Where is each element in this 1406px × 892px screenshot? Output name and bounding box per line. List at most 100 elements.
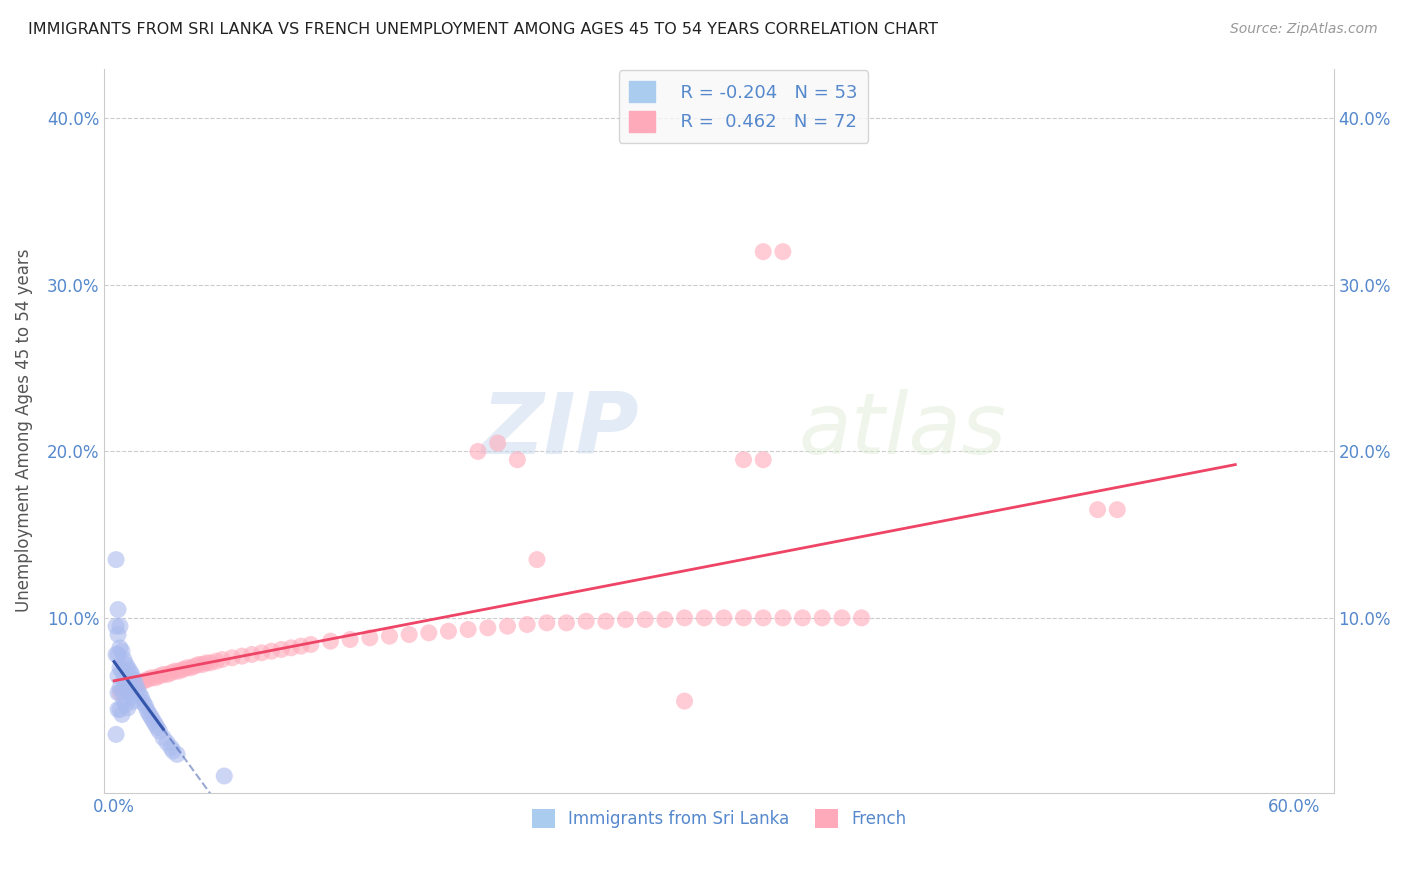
Point xyxy=(359,631,381,645)
Point xyxy=(111,664,134,678)
Point xyxy=(105,552,128,566)
Point xyxy=(319,634,342,648)
Point xyxy=(118,686,141,700)
Point xyxy=(112,682,135,697)
Point xyxy=(117,681,139,695)
Point xyxy=(457,623,479,637)
Point xyxy=(152,731,174,745)
Point xyxy=(148,724,170,739)
Point xyxy=(172,663,194,677)
Point xyxy=(166,747,188,762)
Point xyxy=(152,667,174,681)
Point xyxy=(167,664,190,678)
Point xyxy=(112,673,135,687)
Point xyxy=(107,602,129,616)
Point xyxy=(496,619,519,633)
Point xyxy=(121,667,143,681)
Point xyxy=(107,702,129,716)
Point xyxy=(125,677,148,691)
Point xyxy=(105,619,128,633)
Point xyxy=(486,436,509,450)
Point xyxy=(733,452,755,467)
Point xyxy=(107,686,129,700)
Point xyxy=(792,611,814,625)
Point xyxy=(280,640,302,655)
Point xyxy=(634,613,657,627)
Point xyxy=(125,677,148,691)
Point xyxy=(108,640,131,655)
Point xyxy=(132,674,155,689)
Point xyxy=(752,452,775,467)
Point xyxy=(111,707,134,722)
Point xyxy=(141,711,163,725)
Point xyxy=(1107,502,1129,516)
Point xyxy=(115,698,138,712)
Point xyxy=(673,611,696,625)
Point xyxy=(146,721,169,735)
Point xyxy=(526,552,548,566)
Point xyxy=(128,675,150,690)
Text: Source: ZipAtlas.com: Source: ZipAtlas.com xyxy=(1230,22,1378,37)
Text: atlas: atlas xyxy=(799,389,1007,472)
Point xyxy=(160,665,183,680)
Point xyxy=(122,694,145,708)
Point xyxy=(162,744,184,758)
Point xyxy=(184,659,207,673)
Point xyxy=(270,642,292,657)
Point xyxy=(477,621,499,635)
Point xyxy=(131,690,153,705)
Point xyxy=(117,681,139,695)
Point xyxy=(108,619,131,633)
Point xyxy=(772,244,794,259)
Text: IMMIGRANTS FROM SRI LANKA VS FRENCH UNEMPLOYMENT AMONG AGES 45 TO 54 YEARS CORRE: IMMIGRANTS FROM SRI LANKA VS FRENCH UNEM… xyxy=(28,22,938,37)
Point xyxy=(418,625,440,640)
Point xyxy=(136,673,159,687)
Point xyxy=(160,740,183,755)
Point xyxy=(299,638,322,652)
Point xyxy=(200,656,222,670)
Point xyxy=(107,627,129,641)
Point xyxy=(713,611,735,625)
Point xyxy=(260,644,283,658)
Point xyxy=(378,629,401,643)
Point xyxy=(187,657,209,672)
Point xyxy=(121,689,143,703)
Point xyxy=(221,650,243,665)
Point xyxy=(595,614,617,628)
Point xyxy=(142,714,165,728)
Point xyxy=(654,613,676,627)
Point xyxy=(108,661,131,675)
Point xyxy=(107,669,129,683)
Point xyxy=(156,736,179,750)
Point xyxy=(122,673,145,687)
Point xyxy=(108,686,131,700)
Point xyxy=(180,661,202,675)
Point xyxy=(506,452,529,467)
Point xyxy=(145,671,167,685)
Text: ZIP: ZIP xyxy=(481,389,640,472)
Point xyxy=(516,617,538,632)
Point xyxy=(752,244,775,259)
Point xyxy=(1087,502,1109,516)
Point xyxy=(467,444,489,458)
Point xyxy=(811,611,834,625)
Point xyxy=(339,632,361,647)
Point xyxy=(733,611,755,625)
Point xyxy=(112,694,135,708)
Point xyxy=(111,684,134,698)
Point xyxy=(112,652,135,666)
Point xyxy=(108,681,131,695)
Point xyxy=(851,611,873,625)
Point xyxy=(191,657,214,672)
Point xyxy=(115,677,138,691)
Point xyxy=(105,648,128,662)
Point xyxy=(752,611,775,625)
Point xyxy=(136,704,159,718)
Legend: Immigrants from Sri Lanka, French: Immigrants from Sri Lanka, French xyxy=(524,803,912,835)
Point xyxy=(141,671,163,685)
Point xyxy=(108,702,131,716)
Point xyxy=(128,688,150,702)
Point xyxy=(105,727,128,741)
Point xyxy=(290,639,312,653)
Point xyxy=(693,611,716,625)
